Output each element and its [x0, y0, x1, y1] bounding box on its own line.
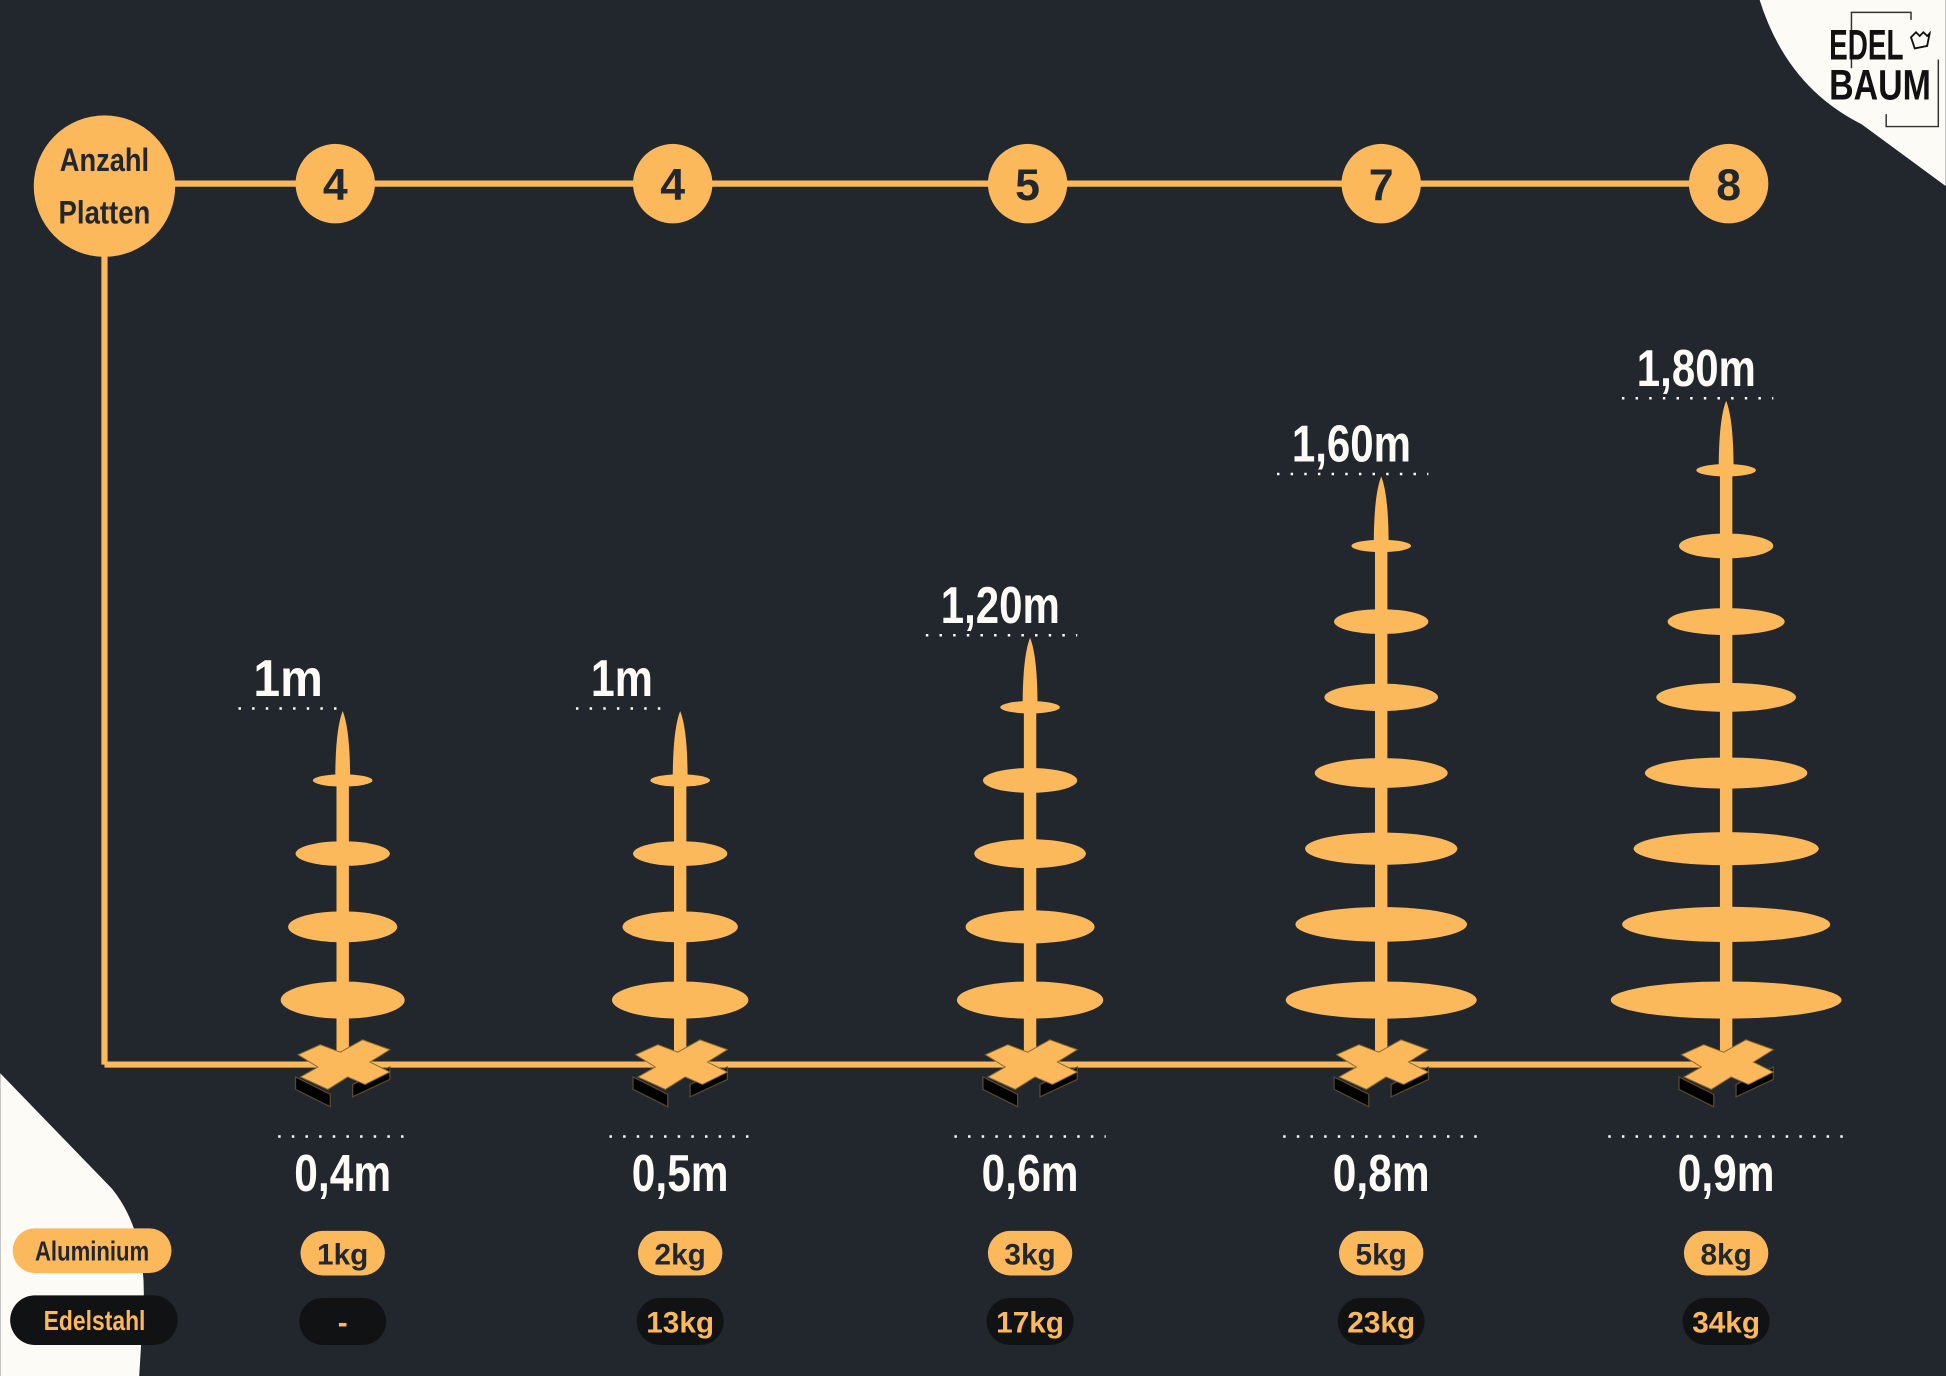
tree-pole: [1023, 707, 1037, 1065]
aluminium-weight-pill: [300, 1230, 385, 1276]
tree-plate: [1678, 533, 1774, 559]
edelstahl-weight-pill: [1682, 1297, 1770, 1345]
tree-base-cross: [634, 1039, 729, 1090]
edelstahl-weight: 34kg: [1692, 1307, 1760, 1340]
tree-base-cross: [1335, 1039, 1430, 1090]
tree-plate: [1314, 758, 1448, 788]
tree-tip: [1718, 400, 1734, 471]
legend-aluminium: Aluminium: [35, 1236, 149, 1267]
plate-count-circle: [295, 143, 375, 224]
tree-plate: [312, 774, 373, 787]
tree-plate: [965, 910, 1095, 944]
tree-plate: [1285, 981, 1477, 1019]
height-label: 1,60m: [1292, 416, 1411, 474]
tree-plate: [1656, 682, 1797, 712]
tree-column: 4 1m 0,4m 1kg -: [238, 143, 408, 1345]
tree-column: 7 1,60m 0,8m 5kg 23kg: [1276, 143, 1480, 1345]
height-label: 1m: [591, 650, 653, 708]
logo-line2: BAUM: [1829, 61, 1931, 108]
aluminium-weight: 3kg: [1004, 1238, 1055, 1271]
tree-plate: [280, 981, 405, 1019]
legend: Aluminium Edelstahl: [10, 1228, 178, 1345]
tree-column: 8 1,80m 0,9m 8kg 34kg: [1608, 143, 1845, 1345]
aluminium-weight: 5kg: [1356, 1238, 1407, 1271]
edelstahl-weight: 23kg: [1347, 1307, 1415, 1340]
tree-tip: [672, 710, 688, 781]
plate-count: 7: [1369, 161, 1394, 210]
aluminium-weight-pill: [987, 1230, 1073, 1276]
plate-count: 4: [323, 161, 348, 210]
tree-plate: [956, 981, 1104, 1019]
edelstahl-weight: -: [338, 1307, 348, 1340]
plate-count-circle: [1341, 143, 1421, 224]
height-label: 1,80m: [1637, 340, 1756, 398]
tree-base-cross: [296, 1039, 391, 1090]
tree-plate: [1633, 832, 1819, 866]
width-label: 0,9m: [1678, 1145, 1775, 1203]
plates-header-circle: Anzahl Platten: [33, 115, 176, 257]
edelstahl-weight-pill: [636, 1297, 724, 1345]
plate-count-circle: [1688, 143, 1769, 224]
tree-plate: [974, 839, 1086, 869]
height-label: 1,20m: [941, 577, 1060, 635]
edelstahl-weight: 17kg: [996, 1307, 1064, 1340]
plates-label-line1: Anzahl: [60, 142, 149, 178]
tree-plate: [1696, 464, 1756, 477]
legend-edelstahl-pill: [10, 1295, 178, 1345]
plate-count-circle: [633, 143, 713, 224]
width-label: 0,6m: [982, 1145, 1079, 1203]
tree-plate: [1351, 539, 1411, 553]
aluminium-weight: 1kg: [317, 1238, 368, 1271]
tree-column: 4 1m 0,5m 2kg 13kg: [575, 143, 751, 1345]
aluminium-weight-pill: [637, 1230, 723, 1276]
legend-aluminium-pill: [12, 1228, 172, 1274]
width-label: 0,4m: [294, 1145, 391, 1203]
width-label: 0,5m: [632, 1145, 729, 1203]
corner-shape-top-right: [1759, 0, 1946, 187]
tree-plate: [1334, 609, 1429, 635]
tree-tip: [1022, 637, 1038, 708]
plate-count: 4: [660, 161, 685, 210]
plate-count: 8: [1716, 161, 1741, 210]
plate-count-circle: [987, 143, 1068, 224]
aluminium-weight-pill: [1683, 1230, 1769, 1276]
logo: EDEL BAUM: [1829, 11, 1940, 128]
tree-plate: [1644, 757, 1808, 789]
aluminium-weight-pill: [1339, 1230, 1424, 1276]
height-label: 1m: [253, 650, 322, 708]
tree-tip: [335, 710, 351, 781]
plate-count: 5: [1015, 161, 1040, 210]
tree-plate: [611, 981, 749, 1019]
logo-line1: EDEL: [1829, 22, 1903, 69]
tree-plate: [982, 768, 1078, 793]
aluminium-weight: 2kg: [655, 1238, 706, 1271]
aluminium-weight: 8kg: [1700, 1238, 1751, 1271]
edelstahl-weight-pill: [986, 1297, 1074, 1345]
tree-plate: [622, 911, 738, 943]
tree-base-cross: [1680, 1039, 1775, 1090]
tree-plate: [1295, 906, 1468, 942]
tree-plate: [650, 774, 710, 787]
legend-edelstahl: Edelstahl: [44, 1305, 146, 1336]
crown-icon: [1909, 30, 1932, 50]
tree-plate: [1324, 683, 1439, 711]
tree-plate: [1667, 608, 1785, 636]
tree-plate: [1000, 701, 1060, 714]
edelstahl-weight-pill: [1337, 1297, 1425, 1345]
tree-plate: [1622, 906, 1831, 942]
tree-plate: [1610, 981, 1842, 1019]
width-label: 0,8m: [1333, 1145, 1430, 1203]
plates-label-line2: Platten: [59, 194, 151, 230]
tree-plate: [288, 911, 398, 943]
tree-plate: [1305, 832, 1458, 865]
tree-column: 5 1,20m 0,6m 3kg 17kg: [925, 143, 1106, 1345]
edelstahl-weight: 13kg: [646, 1307, 714, 1340]
tree-tip: [1373, 476, 1389, 546]
tree-base-cross: [984, 1039, 1079, 1090]
tree-plate: [633, 841, 728, 867]
tree-plate: [295, 841, 390, 867]
edelstahl-weight-pill: [299, 1297, 387, 1345]
